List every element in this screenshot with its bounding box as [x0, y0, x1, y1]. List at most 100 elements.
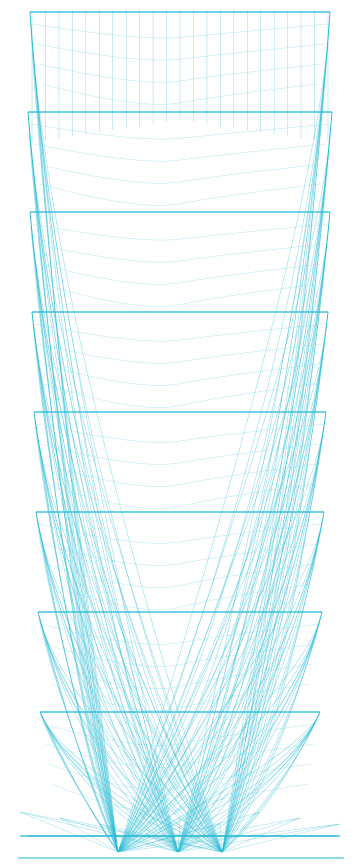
convergence-line — [177, 811, 261, 853]
wire-curve — [221, 411, 327, 853]
wire-curve — [29, 11, 223, 853]
wire-curve — [117, 111, 333, 853]
wire-curve — [33, 411, 223, 853]
wire-curve — [117, 211, 331, 853]
convergence-line — [19, 811, 119, 853]
wire-curve — [117, 411, 327, 853]
wire-curve — [117, 111, 333, 853]
wire-curve — [29, 11, 179, 853]
bottom-convergence-lines — [19, 811, 341, 853]
wire-curve — [117, 711, 321, 853]
wave-curve — [40, 363, 320, 386]
wire-curve — [27, 111, 179, 853]
convergence-line — [219, 823, 223, 853]
wave-curve — [45, 483, 315, 509]
wire-curve — [29, 11, 119, 853]
horizontal-tier-bars — [18, 11, 344, 859]
wire-curve — [37, 611, 179, 853]
wire-curve — [27, 111, 223, 853]
convergence-line — [117, 817, 301, 853]
wire-curve — [35, 511, 223, 853]
wire-curve — [27, 111, 179, 853]
wire-curve — [177, 11, 331, 853]
wire-curve — [31, 311, 119, 853]
wave-curve — [46, 663, 314, 689]
wire-curve — [177, 411, 327, 853]
convergence-line — [19, 811, 179, 853]
wire-curve — [221, 411, 327, 853]
wave-curve — [35, 243, 325, 263]
wave-curve — [43, 643, 317, 667]
wave-curve — [49, 683, 311, 711]
convergence-line — [19, 811, 223, 853]
wire-curve — [221, 311, 329, 853]
wire-curve — [221, 511, 325, 853]
wave-curve — [44, 563, 316, 588]
wave-curve — [38, 523, 322, 544]
wire-curve — [221, 611, 323, 853]
wire-curve — [177, 11, 331, 853]
wire-curve — [29, 211, 223, 853]
wire-curve — [29, 11, 179, 853]
wave-curve — [34, 323, 326, 342]
wire-curve — [35, 511, 223, 853]
wave-curve — [32, 223, 328, 241]
wave-curve — [41, 283, 319, 307]
wire-curve — [221, 611, 323, 853]
wave-curve — [36, 423, 324, 443]
wave-curve — [41, 83, 319, 105]
wave-curve — [43, 383, 317, 408]
wire-curve — [177, 311, 329, 853]
wave-curve — [39, 443, 321, 465]
wire-curve — [37, 611, 223, 853]
wave-curve — [51, 783, 309, 813]
convergence-line — [221, 823, 341, 853]
wire-curve — [221, 211, 331, 853]
wave-curve — [35, 43, 325, 61]
wire-curve — [117, 511, 325, 853]
wire-curve — [29, 211, 223, 853]
convergence-line — [99, 823, 179, 853]
convergence-line — [139, 811, 179, 853]
convergence-line — [139, 811, 223, 853]
wire-curve — [27, 111, 223, 853]
wave-curve — [42, 463, 318, 487]
wire-curve — [35, 511, 223, 853]
convergence-line — [177, 823, 341, 853]
wave-curve — [41, 543, 319, 566]
wire-curve — [33, 411, 223, 853]
wire-curve — [177, 511, 325, 853]
wave-curve — [48, 763, 312, 790]
wire-curve — [29, 11, 179, 853]
wire-curve — [39, 711, 119, 853]
convergence-line — [99, 823, 223, 853]
convergence-line — [179, 817, 223, 853]
wire-curve — [117, 611, 323, 853]
wave-curve — [47, 583, 313, 610]
wave-curve — [33, 143, 327, 162]
wire-curve — [29, 11, 223, 853]
wire-curve — [177, 311, 329, 853]
wave-curve — [38, 263, 322, 285]
wire-curve — [27, 111, 179, 853]
wire-curve — [33, 411, 223, 853]
wire-curve — [39, 711, 119, 853]
convergence-line — [59, 817, 223, 853]
fan-tiers — [27, 11, 333, 853]
wire-curve — [177, 311, 329, 853]
wire-curve — [117, 11, 331, 853]
wave-curve — [36, 163, 324, 184]
wire-curve — [31, 311, 223, 853]
wire-curve — [29, 211, 223, 853]
wire-curve — [29, 211, 119, 853]
wire-curve — [177, 11, 331, 853]
wire-curve — [117, 511, 325, 853]
wire-curve — [117, 411, 327, 853]
wave-curve — [42, 723, 318, 746]
wire-curve — [117, 511, 325, 853]
wire-curve — [117, 311, 329, 853]
wire-curve — [31, 311, 223, 853]
wire-curve — [117, 411, 327, 853]
wire-curve — [117, 711, 321, 853]
